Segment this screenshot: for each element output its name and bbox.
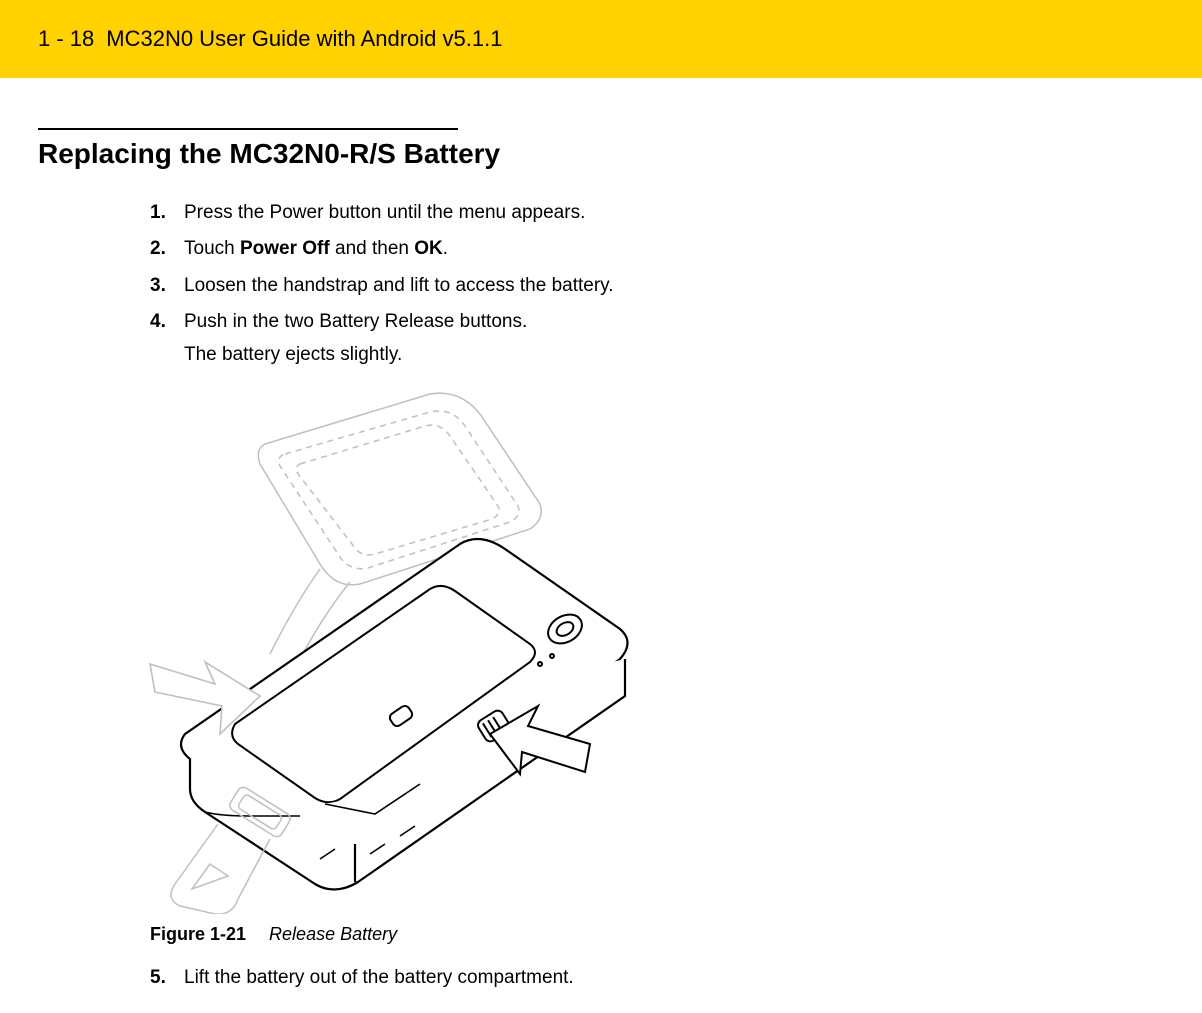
section-heading: Replacing the MC32N0-R/S Battery [38,138,1202,170]
section-rule [38,128,458,130]
bold-text: Power Off [240,238,330,259]
text-run: and then [330,238,415,259]
step-text: Lift the battery out of the battery comp… [184,963,1202,993]
step-number: 3. [150,271,184,301]
step-item: 5. Lift the battery out of the battery c… [150,963,1202,993]
step-number: 4. [150,307,184,337]
figure [120,384,1202,914]
step-text: Loosen the handstrap and lift to access … [184,271,1202,301]
page-number: 1 - 18 [38,26,94,52]
step-text: Press the Power button until the menu ap… [184,198,1202,228]
figure-caption: Figure 1-21 Release Battery [150,924,1202,945]
document-title: MC32N0 User Guide with Android v5.1.1 [106,26,502,52]
bold-text: OK [414,238,443,259]
step-number: 1. [150,198,184,228]
step-item: 1. Press the Power button until the menu… [150,198,1202,228]
step-item: 4. Push in the two Battery Release butto… [150,307,1202,337]
figure-label: Figure 1-21 [150,924,246,944]
text-run: Touch [184,238,240,259]
step-list: 1. Press the Power button until the menu… [150,198,1202,338]
step-number: 5. [150,963,184,993]
step-item: 2. Touch Power Off and then OK. [150,234,1202,264]
step-list-continued: 5. Lift the battery out of the battery c… [150,963,1202,993]
text-run: . [443,238,448,259]
step-item: 3. Loosen the handstrap and lift to acce… [150,271,1202,301]
figure-title: Release Battery [269,924,397,944]
device-illustration [120,384,640,914]
step-note: The battery ejects slightly. [184,344,1202,366]
page-header: 1 - 18 MC32N0 User Guide with Android v5… [0,0,1202,78]
step-text: Touch Power Off and then OK. [184,234,1202,264]
step-text: Push in the two Battery Release buttons. [184,307,1202,337]
step-number: 2. [150,234,184,264]
